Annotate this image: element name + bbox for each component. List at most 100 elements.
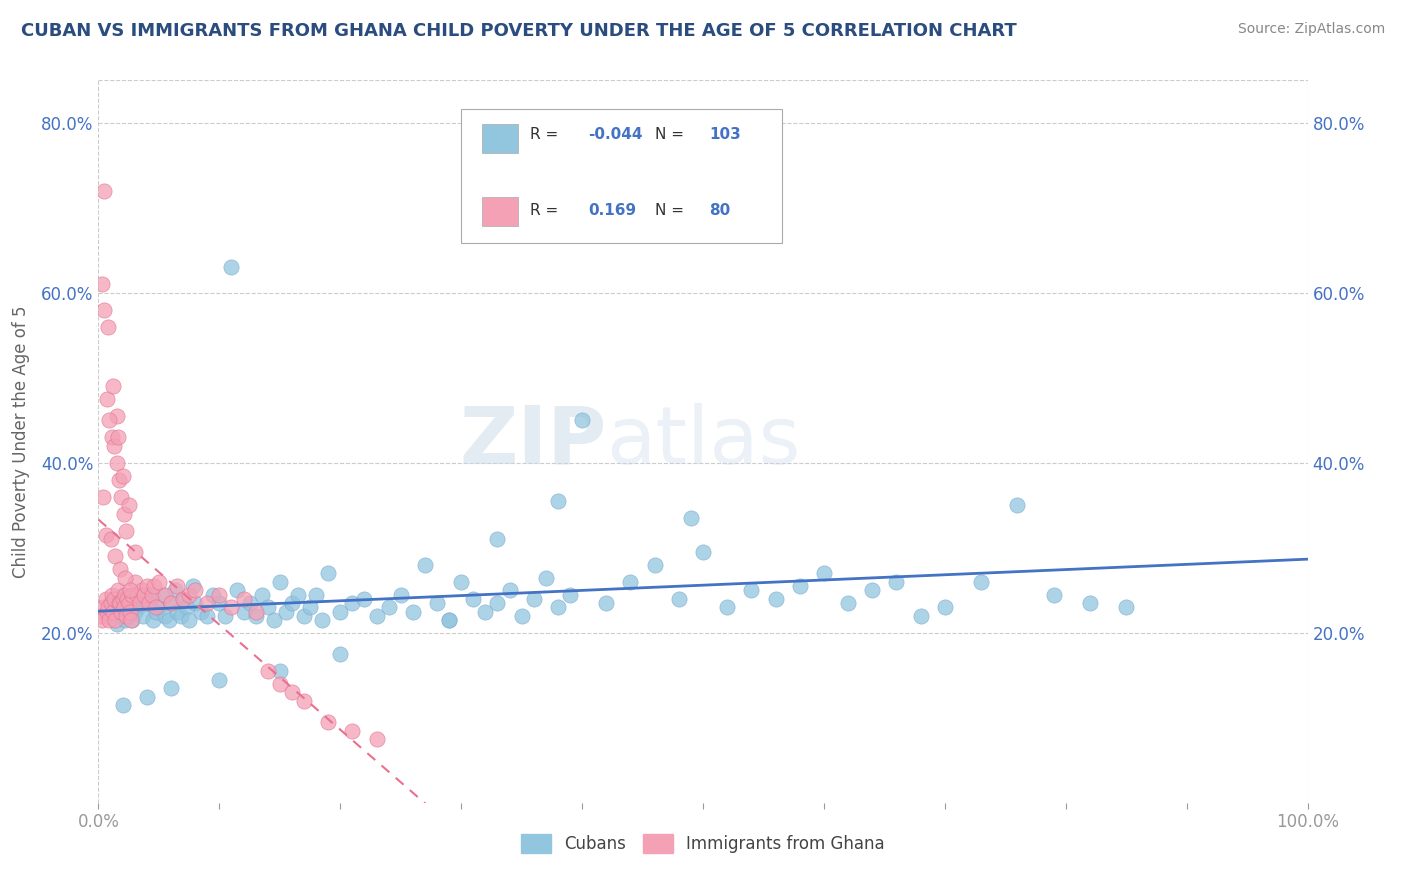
Point <box>163 583 186 598</box>
Point <box>110 605 132 619</box>
Point <box>595 596 617 610</box>
Point <box>305 588 328 602</box>
Point <box>91 600 114 615</box>
Point <box>145 605 167 619</box>
Point <box>103 591 125 606</box>
Point <box>547 600 569 615</box>
Point <box>523 591 546 606</box>
Point <box>124 605 146 619</box>
Point <box>245 605 267 619</box>
Point <box>153 608 176 623</box>
Point <box>97 608 120 623</box>
Point <box>100 588 122 602</box>
Point <box>145 600 167 615</box>
Point <box>232 591 254 606</box>
Point <box>190 605 212 619</box>
Text: N =: N = <box>655 202 689 218</box>
Point <box>96 392 118 406</box>
Point <box>118 596 141 610</box>
Point <box>329 647 352 661</box>
Point <box>97 319 120 334</box>
Point <box>789 579 811 593</box>
Point <box>486 533 509 547</box>
Point <box>124 574 146 589</box>
Point <box>353 591 375 606</box>
Point <box>281 596 304 610</box>
Text: ZIP: ZIP <box>458 402 606 481</box>
Point <box>292 608 315 623</box>
Point <box>263 613 285 627</box>
Point <box>114 570 136 584</box>
Point <box>644 558 666 572</box>
Point <box>127 588 149 602</box>
Point <box>287 588 309 602</box>
Point <box>142 613 165 627</box>
Point <box>437 613 460 627</box>
Point <box>98 413 121 427</box>
Point <box>226 583 249 598</box>
Point <box>153 588 176 602</box>
Point <box>413 558 436 572</box>
Point <box>129 591 152 606</box>
Text: 80: 80 <box>709 202 730 218</box>
Point <box>135 690 157 704</box>
Point <box>128 596 150 610</box>
Point <box>474 605 496 619</box>
Point <box>316 566 339 581</box>
Point <box>534 570 557 584</box>
Point <box>934 600 956 615</box>
Point <box>716 600 738 615</box>
Point <box>886 574 908 589</box>
Point <box>132 608 155 623</box>
Y-axis label: Child Poverty Under the Age of 5: Child Poverty Under the Age of 5 <box>11 305 30 578</box>
Point <box>111 591 134 606</box>
Point <box>104 549 127 564</box>
Point <box>141 588 163 602</box>
Point <box>97 600 120 615</box>
Point <box>100 533 122 547</box>
Point <box>105 456 128 470</box>
Point <box>450 574 472 589</box>
Point <box>111 698 134 712</box>
Point <box>138 596 160 610</box>
Point <box>121 588 143 602</box>
Point <box>117 591 139 606</box>
Point <box>256 664 278 678</box>
Point <box>498 583 520 598</box>
Point <box>1078 596 1101 610</box>
Point <box>463 591 485 606</box>
Point <box>292 694 315 708</box>
Point <box>103 439 125 453</box>
Point <box>179 613 201 627</box>
Point <box>558 588 581 602</box>
Point <box>118 498 141 512</box>
Point <box>134 588 156 602</box>
Point <box>184 596 207 610</box>
Point <box>101 379 124 393</box>
Point <box>112 600 135 615</box>
Point <box>115 524 138 538</box>
Point <box>232 605 254 619</box>
Point <box>426 596 449 610</box>
Point <box>377 600 399 615</box>
Point <box>100 605 122 619</box>
FancyBboxPatch shape <box>461 109 782 243</box>
Point <box>135 579 157 593</box>
Point <box>172 591 194 606</box>
Point <box>152 588 174 602</box>
Point <box>91 277 114 292</box>
Point <box>111 468 134 483</box>
Point <box>114 613 136 627</box>
Text: CUBAN VS IMMIGRANTS FROM GHANA CHILD POVERTY UNDER THE AGE OF 5 CORRELATION CHAR: CUBAN VS IMMIGRANTS FROM GHANA CHILD POV… <box>21 22 1017 40</box>
Point <box>131 583 153 598</box>
Point <box>91 613 114 627</box>
FancyBboxPatch shape <box>482 124 517 153</box>
Point <box>437 613 460 627</box>
Point <box>115 608 138 623</box>
Point <box>100 430 122 444</box>
Point <box>970 574 993 589</box>
Point <box>269 574 291 589</box>
Point <box>208 673 231 687</box>
Point <box>547 494 569 508</box>
Point <box>1042 588 1064 602</box>
